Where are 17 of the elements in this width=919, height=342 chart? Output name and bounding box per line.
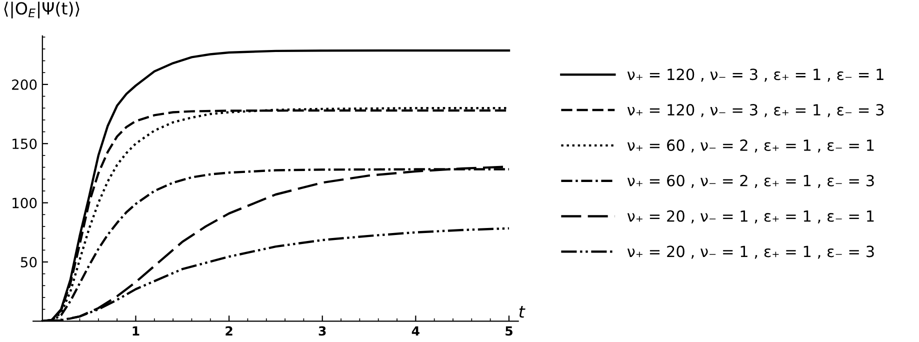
y-tick-label: 150: [12, 138, 37, 150]
legend-label: ν₊ = 60 , ν₋ = 2 , ε₊ = 1 , ε₋ = 3: [627, 174, 874, 188]
x-tick-label: 2: [226, 326, 232, 336]
legend-label: ν₊ = 20 , ν₋ = 1 , ε₊ = 1 , ε₋ = 1: [627, 210, 874, 224]
x-tick-label: 4: [412, 326, 420, 336]
y-tick-label: 100: [12, 198, 37, 208]
legend-label: ν₊ = 60 , ν₋ = 2 , ε₊ = 1 , ε₋ = 1: [627, 139, 874, 153]
y-axis-title: ⟨|O$_{E}$|Ψ(t)⟩: [4, 2, 80, 18]
legend-label: ν₊ = 120 , ν₋ = 3 , ε₊ = 1 , ε₋ = 1: [627, 68, 884, 82]
x-tick-label: 3: [318, 326, 326, 336]
x-tick-label: 5: [506, 326, 512, 336]
y-tick-label: 50: [20, 256, 37, 268]
x-tick-label: 1: [132, 326, 140, 336]
x-axis-title: t: [519, 306, 526, 318]
legend-label: ν₊ = 20 , ν₋ = 1 , ε₊ = 1 , ε₋ = 3: [627, 246, 874, 259]
y-tick-label: 200: [12, 79, 37, 90]
legend-label: ν₊ = 120 , ν₋ = 3 , ε₊ = 1 , ε₋ = 3: [627, 104, 884, 118]
